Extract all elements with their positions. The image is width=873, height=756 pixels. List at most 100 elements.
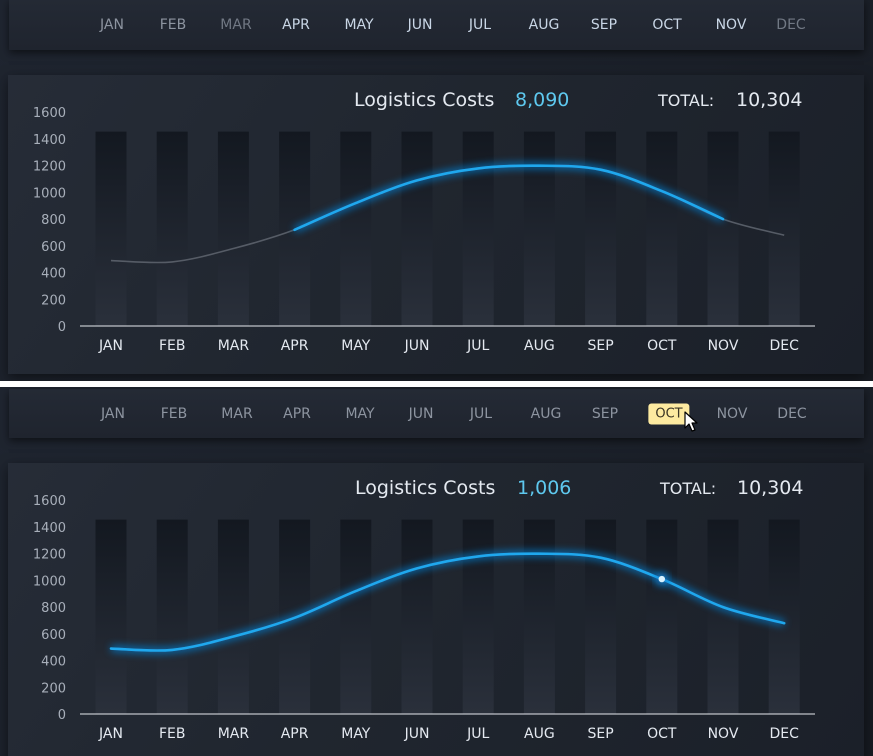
month-button-may[interactable]: MAY bbox=[344, 16, 374, 33]
x-tick-label: MAR bbox=[218, 338, 250, 354]
month-button-dec[interactable]: DEC bbox=[777, 405, 807, 422]
bottom-panel: JAN FEB MAR APR MAY JUN JUL AUG SEP OCT NOV DEC Log… bbox=[0, 387, 873, 756]
x-tick-label: APR bbox=[281, 726, 309, 742]
column-feb bbox=[156, 131, 188, 326]
month-button-jan[interactable]: JAN bbox=[101, 405, 125, 422]
column-mar bbox=[217, 519, 249, 714]
month-button-jun[interactable]: JUN bbox=[408, 405, 434, 422]
column-jul bbox=[462, 131, 494, 326]
column-dec bbox=[768, 519, 800, 714]
x-tick-label: SEP bbox=[588, 338, 614, 354]
month-button-aug[interactable]: AUG bbox=[528, 16, 560, 33]
month-button-jul[interactable]: JUL bbox=[468, 16, 492, 33]
month-button-apr[interactable]: APR bbox=[283, 405, 311, 422]
chart-header: Logistics Costs 8,090 TOTAL: 10,304 bbox=[8, 89, 864, 119]
y-tick-label: 1200 bbox=[33, 160, 66, 175]
month-slicer: JAN FEB MAR APR MAY JUN JUL AUG SEP OCT NOV DEC bbox=[9, 389, 864, 438]
month-slicer: JAN FEB MAR APR MAY JUN JUL AUG SEP OCT NOV DEC bbox=[9, 0, 864, 50]
column-sep bbox=[585, 519, 617, 714]
month-button-feb[interactable]: FEB bbox=[160, 405, 188, 422]
month-button-jun[interactable]: JUN bbox=[407, 16, 433, 33]
top-panel: JAN FEB MAR APR MAY JUN JUL AUG SEP OCT NOV DEC Log… bbox=[0, 0, 873, 381]
y-tick-label: 1000 bbox=[33, 186, 66, 201]
month-button-jul[interactable]: JUL bbox=[469, 405, 493, 422]
x-tick-label: FEB bbox=[159, 338, 186, 354]
month-button-aug[interactable]: AUG bbox=[530, 405, 562, 422]
x-tick-label: JUL bbox=[466, 338, 489, 354]
x-tick-label: JAN bbox=[98, 338, 123, 354]
x-tick-label: OCT bbox=[647, 726, 677, 742]
month-button-nov[interactable]: NOV bbox=[716, 405, 748, 422]
y-tick-label: 1000 bbox=[33, 574, 66, 589]
chart-card: Logistics Costs 1,006 TOTAL: 10,304 0 200… bbox=[8, 463, 864, 756]
column-mar bbox=[217, 131, 249, 326]
month-button-nov[interactable]: NOV bbox=[715, 16, 747, 33]
month-button-may[interactable]: MAY bbox=[345, 405, 375, 422]
month-button-sep[interactable]: SEP bbox=[590, 16, 618, 33]
x-tick-label: AUG bbox=[524, 726, 555, 742]
month-button-dec[interactable]: DEC bbox=[776, 16, 806, 33]
y-tick-label: 200 bbox=[41, 681, 66, 696]
total-value: 10,304 bbox=[736, 89, 803, 111]
column-oct bbox=[646, 519, 678, 714]
series-line-inactive bbox=[110, 164, 785, 264]
column-jan bbox=[95, 519, 127, 714]
month-button-mar[interactable]: MAR bbox=[220, 16, 252, 33]
y-tick-label: 1200 bbox=[33, 548, 66, 563]
line-chart: 0 200 400 600 800 1000 1200 1400 1600 JAN FEB MAR AP… bbox=[33, 494, 815, 742]
y-tick-label: 200 bbox=[41, 293, 66, 308]
y-tick-label: 800 bbox=[41, 213, 66, 228]
series-line bbox=[109, 552, 786, 652]
x-tick-label: MAR bbox=[218, 726, 250, 742]
column-oct bbox=[646, 131, 678, 326]
line-chart: 0 200 400 600 800 1000 1200 1400 1600 JAN FEB MAR AP… bbox=[33, 106, 815, 354]
month-button-apr[interactable]: APR bbox=[282, 16, 310, 33]
month-button-oct[interactable]: OCT bbox=[648, 403, 690, 424]
month-button-sep[interactable]: SEP bbox=[591, 405, 619, 422]
y-tick-label: 1600 bbox=[33, 494, 66, 509]
column-jul bbox=[462, 519, 494, 714]
y-tick-label: 400 bbox=[41, 267, 66, 282]
x-tick-label: OCT bbox=[647, 338, 677, 354]
chart-title: Logistics Costs bbox=[355, 477, 496, 499]
total-label: TOTAL: bbox=[660, 479, 717, 498]
chart-title: Logistics Costs bbox=[354, 89, 495, 111]
y-tick-label: 0 bbox=[58, 708, 66, 723]
x-tick-label: NOV bbox=[708, 338, 739, 354]
x-tick-label: MAY bbox=[341, 338, 371, 354]
series-line bbox=[293, 164, 725, 232]
y-tick-label: 600 bbox=[41, 628, 66, 643]
column-sep bbox=[585, 131, 617, 326]
month-button-feb[interactable]: FEB bbox=[159, 16, 187, 33]
column-may bbox=[340, 131, 372, 326]
data-point-marker[interactable] bbox=[658, 575, 665, 583]
x-tick-label: DEC bbox=[769, 338, 799, 354]
chart-title-value: 8,090 bbox=[515, 89, 570, 111]
x-tick-label: JUN bbox=[404, 726, 430, 742]
arrow-cursor-icon bbox=[684, 411, 698, 432]
x-tick-label: NOV bbox=[708, 726, 739, 742]
x-tick-label: SEP bbox=[588, 726, 614, 742]
column-nov bbox=[707, 131, 739, 326]
column-jun bbox=[401, 131, 433, 326]
month-button-mar[interactable]: MAR bbox=[221, 405, 253, 422]
total-value: 10,304 bbox=[737, 477, 804, 499]
x-tick-label: AUG bbox=[524, 338, 555, 354]
column-jun bbox=[401, 519, 433, 714]
month-button-oct[interactable]: OCT bbox=[652, 16, 682, 33]
y-tick-label: 400 bbox=[41, 655, 66, 670]
column-aug bbox=[523, 519, 555, 714]
y-tick-label: 1400 bbox=[33, 521, 66, 536]
column-feb bbox=[156, 519, 188, 714]
x-tick-label: JUN bbox=[404, 338, 430, 354]
column-may bbox=[340, 519, 372, 714]
month-button-jan[interactable]: JAN bbox=[100, 16, 124, 33]
chart-header: Logistics Costs 1,006 TOTAL: 10,304 bbox=[8, 477, 864, 507]
y-tick-label: 600 bbox=[41, 240, 66, 255]
total-label: TOTAL: bbox=[658, 91, 715, 110]
x-tick-label: DEC bbox=[769, 726, 799, 742]
column-jan bbox=[95, 131, 127, 326]
divider bbox=[0, 381, 873, 387]
column-aug bbox=[523, 131, 555, 326]
x-tick-label: JUL bbox=[466, 726, 489, 742]
